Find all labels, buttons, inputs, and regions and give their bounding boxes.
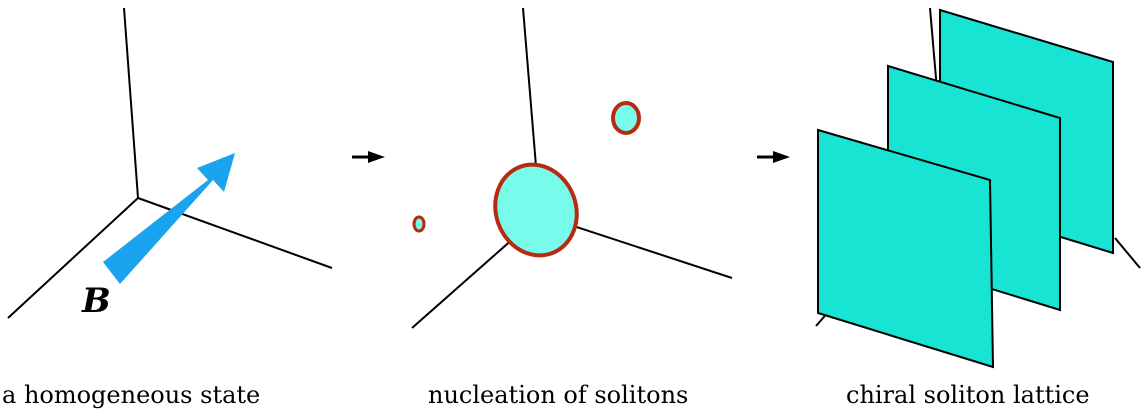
axis-left bbox=[7, 197, 139, 319]
soliton-large bbox=[493, 162, 579, 258]
panel-chiral-soliton-lattice bbox=[815, 7, 1141, 369]
transition-arrow-1 bbox=[352, 151, 385, 163]
soliton-plane-front bbox=[817, 128, 995, 369]
axis-vertical bbox=[123, 7, 139, 199]
magnetic-field-arrow-icon bbox=[103, 153, 235, 284]
caption-homogeneous-state: a homogeneous state bbox=[2, 381, 261, 409]
field-label: B bbox=[81, 281, 111, 321]
axis-right bbox=[1114, 237, 1141, 269]
panel-nucleation bbox=[411, 7, 733, 329]
caption-nucleation: nucleation of solitons bbox=[428, 381, 689, 409]
panel-homogeneous-state: B bbox=[7, 7, 333, 321]
transition-arrow-2 bbox=[757, 151, 790, 163]
caption-chiral-soliton-lattice: chiral soliton lattice bbox=[846, 381, 1090, 409]
axis-right bbox=[137, 197, 333, 269]
soliton-medium bbox=[611, 101, 641, 135]
soliton-small bbox=[412, 215, 426, 233]
